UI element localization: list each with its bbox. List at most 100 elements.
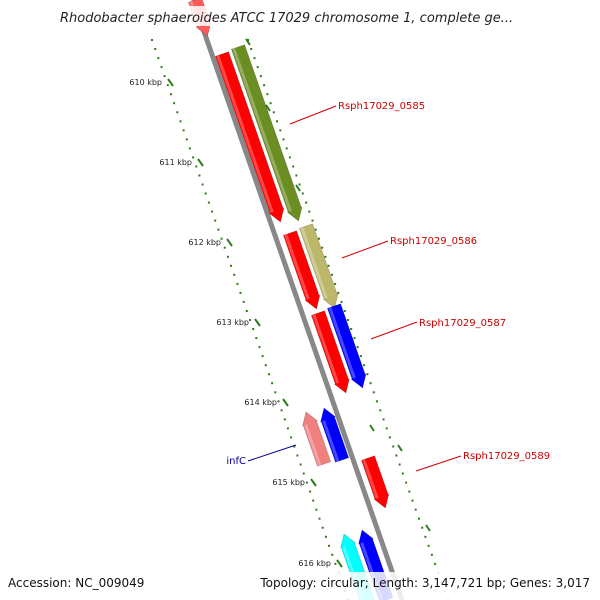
ruler-dot (290, 436, 293, 439)
gene-label-rsph17029-0586[interactable]: Rsph17029_0586 (390, 236, 477, 247)
ruler-dot (343, 310, 346, 312)
gene-arrow-g3[interactable] (283, 230, 321, 310)
ruler-dot (282, 138, 285, 141)
ruler-dot (330, 273, 333, 276)
ruler-label-616: 616 kbp (298, 559, 331, 568)
ruler-dot (337, 291, 340, 294)
ruler-dot (214, 219, 217, 222)
major-tick (369, 424, 375, 432)
ruler-dot (427, 544, 430, 547)
ruler-dot (398, 463, 401, 466)
ruler-dot (292, 165, 295, 168)
ruler-dot (314, 228, 317, 231)
ruler-dot (401, 472, 404, 475)
chromosome-backbone (190, 0, 405, 600)
ruler-dot (372, 391, 375, 394)
ruler-dot (324, 255, 327, 258)
gene-arrow-rsph17029-0589[interactable] (361, 455, 390, 509)
ruler-dot (179, 120, 182, 123)
ruler-dot (154, 48, 157, 50)
ruler-dot (242, 300, 245, 303)
ruler-label-614: 614 kbp (244, 398, 277, 407)
ruler-dot (268, 373, 270, 376)
ruler-dot (285, 147, 288, 150)
ruler-dot (405, 481, 408, 484)
gene-arrow-rsph17029-0587[interactable] (327, 303, 367, 389)
ruler-dot (385, 427, 388, 430)
ruler-tick-mark (282, 398, 289, 407)
gene-arrow-rsph17029-0586[interactable] (299, 223, 339, 309)
topology-stats-text: Topology: circular; Length: 3,147,721 bp… (259, 576, 590, 590)
ruler-dot (266, 93, 269, 96)
ruler-dot (328, 544, 330, 547)
major-tick (295, 184, 301, 192)
ruler-dot (318, 237, 320, 240)
ruler-dot (302, 472, 305, 475)
ruler-dot (207, 201, 210, 204)
gene-arrow-highlight (232, 48, 292, 212)
ruler-tick-mark (336, 559, 343, 568)
ruler-dot (195, 165, 198, 168)
ruler-dot (247, 39, 249, 41)
ruler-dot (309, 490, 312, 493)
ruler-dot (430, 553, 433, 556)
gene-label-rsph17029-0585[interactable]: Rsph17029_0585 (338, 101, 425, 112)
ruler-dot (376, 400, 378, 403)
ruler-dot (239, 291, 242, 294)
ruler-dot (340, 300, 343, 303)
ruler-dot (151, 39, 153, 41)
gene-arrow-highlight (328, 307, 356, 379)
gene-arrow-highlight (362, 459, 379, 499)
ruler-dot (173, 102, 176, 105)
genes-layer[interactable] (188, 0, 394, 600)
ruler-dot (261, 355, 264, 358)
ruler-dot (170, 93, 172, 96)
ruler-dot (305, 201, 308, 204)
ruler-dot (192, 156, 195, 159)
gene-arrow-highlight (216, 55, 274, 213)
ruler-dot (318, 517, 321, 520)
ruler-label-610: 610 kbp (129, 78, 162, 87)
ruler-dot (185, 138, 188, 141)
gene-label-infc[interactable]: infC (226, 456, 246, 467)
gene-arrow-highlight (300, 227, 328, 299)
gene-arrow-g1[interactable] (215, 51, 285, 223)
ruler-dot (233, 273, 236, 276)
ruler-dot (296, 454, 299, 457)
major-tick (265, 104, 271, 112)
gene-label-rsph17029-0589[interactable]: Rsph17029_0589 (463, 451, 550, 462)
ruler-label-612: 612 kbp (188, 238, 221, 247)
ruler-dot (226, 255, 229, 258)
ruler-dot (272, 111, 275, 114)
ruler-label-613: 613 kbp (216, 318, 249, 327)
ruler-dot (280, 409, 283, 412)
ruler-dot (230, 264, 232, 267)
gene-arrow-g8[interactable] (320, 407, 350, 463)
ruler-dot (236, 282, 239, 285)
ruler-dot (279, 129, 282, 132)
gene-arrow-rsph17029-0585[interactable] (231, 44, 303, 222)
ruler-dot (369, 382, 372, 385)
ruler-dot (334, 282, 337, 285)
ruler-dot (276, 120, 278, 123)
ruler-dot (434, 562, 437, 565)
ruler-dot (293, 445, 296, 448)
ruler-dot (411, 499, 414, 502)
ruler-dot (245, 310, 248, 312)
ruler-dot (198, 174, 201, 177)
gene-arrow-highlight (322, 420, 340, 462)
ruler-dot (424, 535, 427, 538)
ruler-tick-mark (167, 78, 174, 87)
gene-arrow-infc[interactable] (302, 411, 332, 467)
ruler-dot (301, 192, 304, 195)
gene-arrow-g5[interactable] (311, 310, 350, 394)
ruler-dot (298, 183, 301, 186)
gene-label-rsph17029-0587[interactable]: Rsph17029_0587 (419, 318, 506, 329)
ruler-dot (299, 463, 302, 466)
ruler-dot (311, 219, 314, 222)
ruler-dot (249, 319, 251, 321)
ruler-dot (259, 75, 262, 78)
ruler-dot (263, 84, 266, 87)
leader-line-rsph17029-0589 (415, 455, 462, 472)
